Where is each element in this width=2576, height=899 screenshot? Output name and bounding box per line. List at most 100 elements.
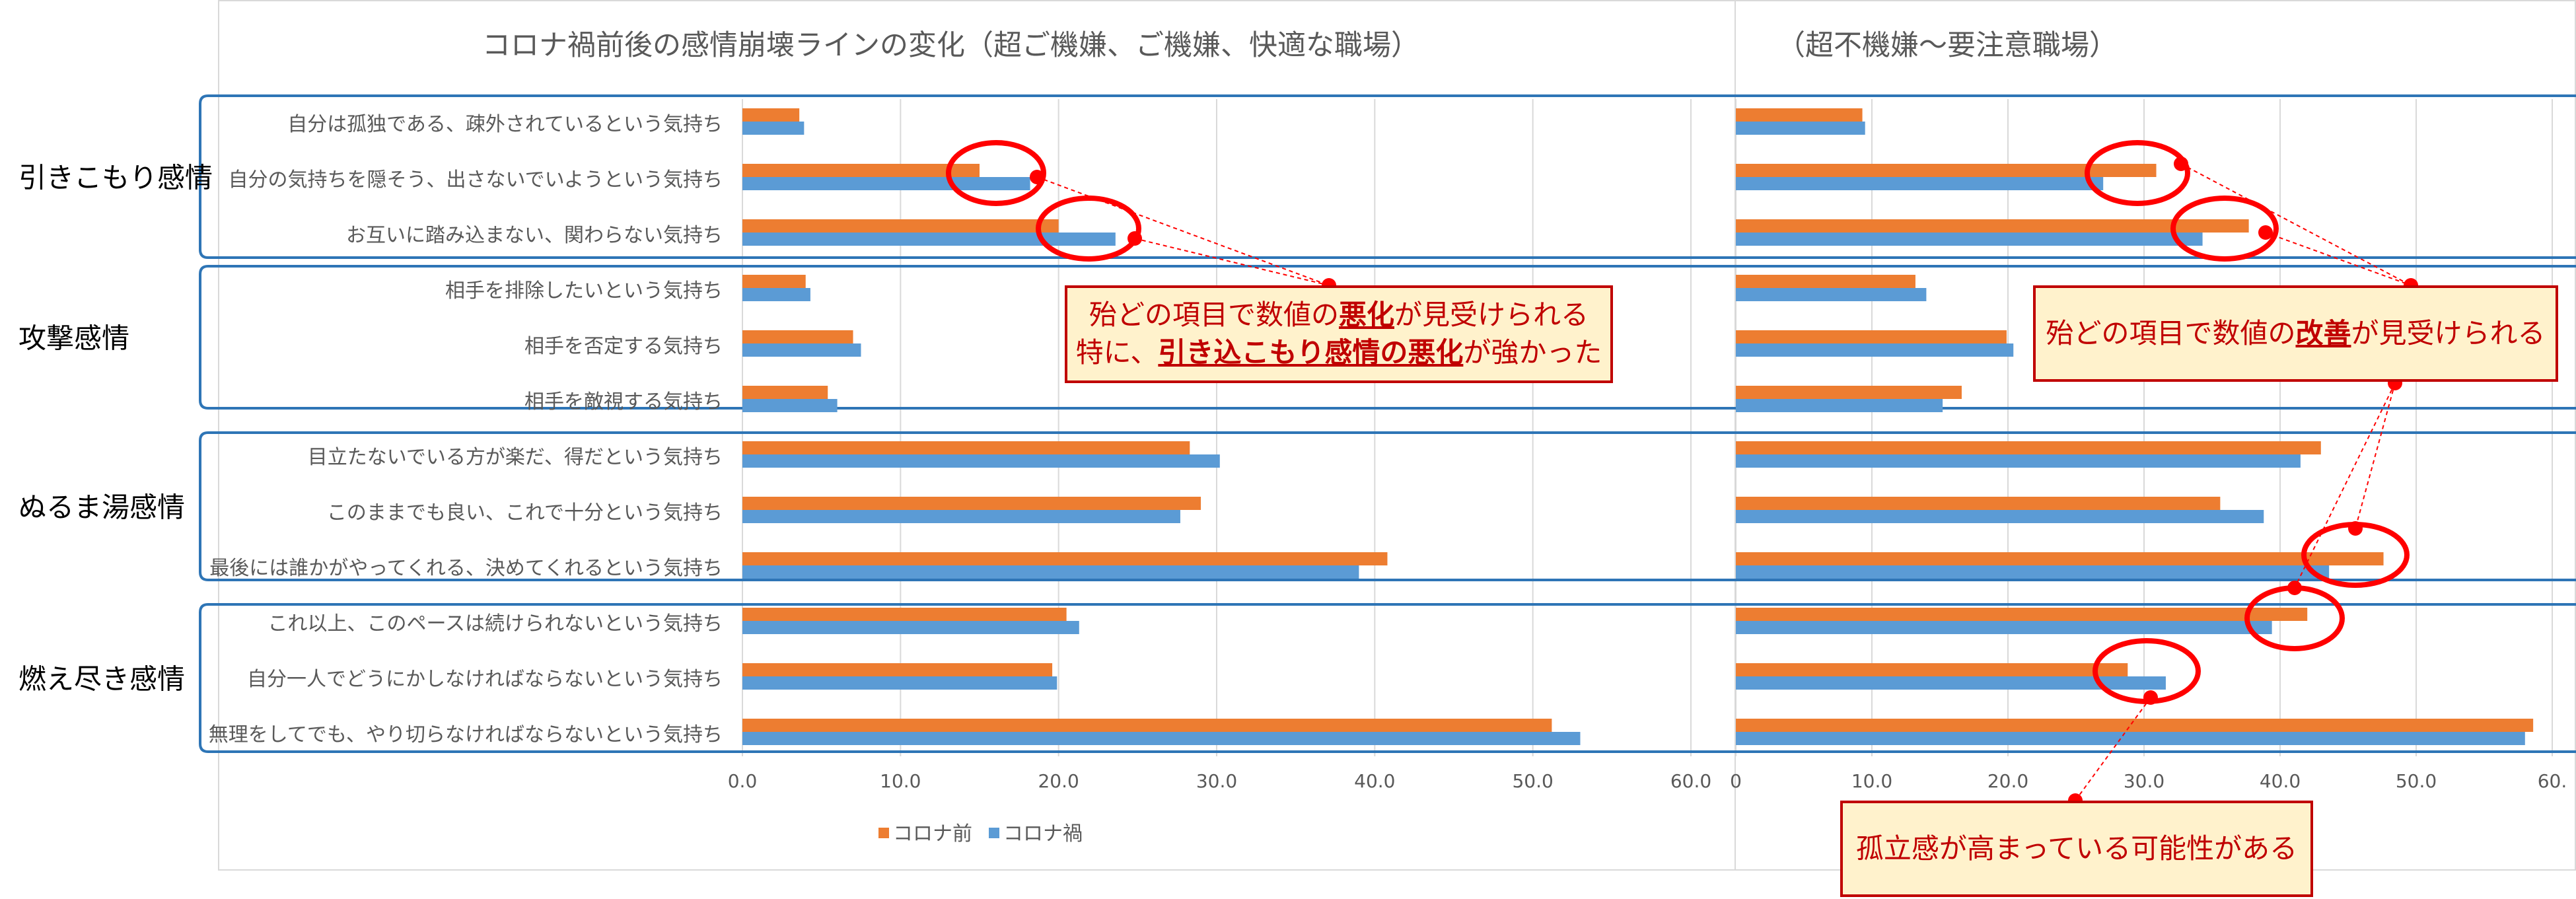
bar-before bbox=[1736, 330, 2007, 343]
bar-after bbox=[1736, 565, 2330, 579]
bar-before bbox=[742, 330, 853, 343]
group-label: ぬるま湯感情 bbox=[18, 491, 185, 524]
category-label: お互いに踏み込まない、関わらない気持ち bbox=[346, 224, 723, 247]
bar-after bbox=[1736, 676, 2166, 690]
callout-left-line1: 殆どの項目で数値の悪化が見受けられる bbox=[1089, 299, 1589, 332]
category-label: 無理をしてでも、やり切らなければならないという気持ち bbox=[209, 723, 723, 746]
bar-after bbox=[1736, 177, 2104, 190]
leader-dot bbox=[1030, 170, 1044, 184]
bar-before bbox=[742, 497, 1201, 510]
bar-before bbox=[742, 441, 1190, 454]
bar-before bbox=[1736, 608, 2308, 621]
legend-label-after: コロナ禍 bbox=[1003, 822, 1083, 845]
bar-after bbox=[742, 676, 1057, 690]
bar-before bbox=[1736, 552, 2384, 565]
bar-before bbox=[1736, 108, 1863, 122]
x-tick-label: 30.0 bbox=[2124, 770, 2165, 792]
x-tick-label: 40.0 bbox=[2260, 770, 2301, 792]
highlight-ellipse bbox=[2085, 140, 2190, 206]
legend-swatch-after bbox=[989, 828, 999, 838]
x-tick-label: 20.0 bbox=[1038, 770, 1079, 792]
bar-before bbox=[1736, 164, 2157, 177]
bar-before bbox=[742, 219, 1059, 233]
bar-after bbox=[742, 177, 1030, 190]
group-frame bbox=[199, 265, 2576, 410]
bar-after bbox=[1736, 510, 2264, 523]
x-tick-label: 0 bbox=[1730, 770, 1742, 792]
bar-after bbox=[1736, 399, 1943, 412]
bar-before bbox=[742, 552, 1388, 565]
bar-after bbox=[1736, 288, 1927, 301]
x-tick-label: 50.0 bbox=[2396, 770, 2437, 792]
category-label: 相手を排除したいという気持ち bbox=[445, 279, 723, 303]
bar-before bbox=[1736, 219, 2249, 233]
bar-after bbox=[742, 343, 861, 357]
bar-after bbox=[742, 732, 1581, 745]
legend-swatch-before bbox=[878, 828, 889, 838]
highlight-ellipse bbox=[946, 140, 1046, 206]
category-label: 自分は孤独である、疎外されているという気持ち bbox=[287, 113, 723, 136]
plot-area-frame bbox=[218, 0, 2576, 871]
leader-line bbox=[1134, 238, 1330, 286]
chart-title-left: コロナ禍前後の感情崩壊ラインの変化（超ご機嫌、ご機嫌、快適な職場） bbox=[482, 29, 1419, 62]
callout-right: 殆どの項目で数値の改善が見受けられる bbox=[2033, 285, 2558, 382]
leader-line bbox=[2294, 382, 2396, 589]
bar-before bbox=[742, 275, 806, 288]
bar-before bbox=[1736, 719, 2534, 732]
group-label: 攻撃感情 bbox=[18, 322, 129, 355]
category-label: 自分の気持ちを隠そう、出さないでいようという気持ち bbox=[229, 168, 723, 192]
category-label: 相手を敵視する気持ち bbox=[524, 390, 723, 414]
x-tick-label: 10.0 bbox=[880, 770, 921, 792]
group-frame bbox=[199, 94, 2576, 259]
bar-before bbox=[1736, 497, 2221, 510]
bar-after bbox=[1736, 732, 2525, 745]
group-frame bbox=[199, 431, 2576, 581]
bar-before bbox=[1736, 275, 1915, 288]
category-label: 目立たないでいる方が楽だ、得だという気持ち bbox=[308, 446, 723, 469]
bar-after bbox=[1736, 454, 2301, 468]
x-tick-label: 60. bbox=[2538, 770, 2567, 792]
leader-dot bbox=[2287, 581, 2302, 595]
bar-after bbox=[1736, 343, 2014, 357]
callout-right-line1: 殆どの項目で数値の改善が見受けられる bbox=[2046, 316, 2546, 349]
category-label: 最後には誰かがやってくれる、決めてくれるという気持ち bbox=[209, 557, 723, 580]
bar-after bbox=[742, 510, 1180, 523]
highlight-ellipse bbox=[2170, 196, 2279, 262]
bar-after bbox=[742, 621, 1079, 634]
bar-before bbox=[742, 386, 828, 399]
callout-bottom-line1: 孤立感が高まっている可能性がある bbox=[1855, 832, 2298, 865]
bar-after bbox=[742, 565, 1359, 579]
x-tick-label: 40.0 bbox=[1354, 770, 1395, 792]
bar-before bbox=[742, 608, 1067, 621]
bar-before bbox=[742, 663, 1053, 676]
x-tick-label: 20.0 bbox=[1987, 770, 2028, 792]
legend-label-before: コロナ前 bbox=[893, 822, 972, 845]
leader-dot bbox=[2258, 225, 2273, 240]
bar-before bbox=[742, 108, 800, 122]
x-tick-label: 60.0 bbox=[1670, 770, 1711, 792]
leader-dot bbox=[2143, 690, 2158, 705]
category-label: これ以上、このペースは続けられないという気持ち bbox=[268, 612, 723, 635]
bar-before bbox=[1736, 663, 2128, 676]
bar-after bbox=[1736, 233, 2203, 246]
leader-dot bbox=[2348, 521, 2363, 536]
callout-bottom: 孤立感が高まっている可能性がある bbox=[1840, 801, 2313, 897]
chart-title-right: （超不機嫌～要注意職場） bbox=[1777, 29, 2118, 62]
bar-after bbox=[742, 233, 1116, 246]
bar-before bbox=[742, 164, 980, 177]
callout-left-line2: 特に、引き込こもり感情の悪化が強かった bbox=[1075, 336, 1602, 369]
x-tick-label: 50.0 bbox=[1512, 770, 1553, 792]
bar-before bbox=[742, 719, 1552, 732]
leader-dot bbox=[1127, 231, 1142, 246]
bar-after bbox=[742, 288, 810, 301]
leader-line bbox=[1036, 176, 1330, 286]
group-frame bbox=[199, 603, 2576, 753]
group-label: 引きこもり感情 bbox=[18, 162, 213, 194]
x-tick-label: 30.0 bbox=[1196, 770, 1237, 792]
bar-after bbox=[742, 122, 805, 135]
highlight-ellipse bbox=[1036, 196, 1141, 262]
bar-after bbox=[742, 454, 1220, 468]
callout-left: 殆どの項目で数値の悪化が見受けられる 特に、引き込こもり感情の悪化が強かった bbox=[1065, 285, 1613, 383]
